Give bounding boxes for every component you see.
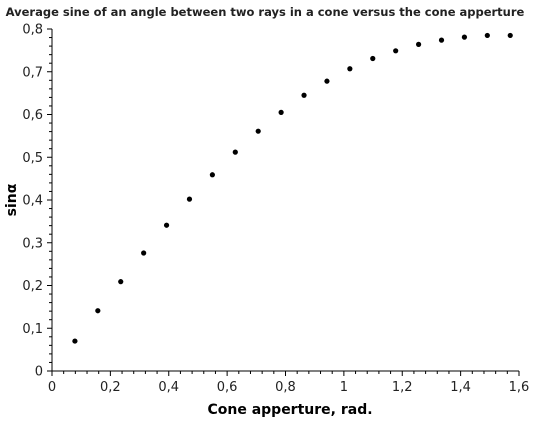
data-point	[438, 37, 445, 43]
y-axis-label: sinα	[4, 183, 20, 216]
data-point	[461, 34, 468, 40]
y-tick-label: 0,4	[22, 194, 43, 209]
y-tick-label: 0,6	[22, 108, 43, 123]
x-axis-label: Cone apperture, rad.	[207, 402, 372, 418]
x-tick-label: 1,2	[392, 380, 413, 395]
x-tick-label: 1,6	[509, 380, 530, 395]
data-point	[507, 32, 513, 39]
data-point	[209, 172, 215, 178]
x-tick-label: 0,2	[100, 380, 121, 395]
data-point	[278, 109, 284, 115]
y-tick-label: 0,2	[22, 279, 43, 294]
y-tick-label: 0,3	[22, 236, 43, 251]
axes: 0 0,2 0,4 0,6 0,8 1 1,2 1,4 1,6 0 0,1 0,2 0,3 0,4 0,5 0…	[22, 23, 529, 396]
data-point	[95, 308, 101, 314]
y-tick-label: 0,7	[22, 65, 43, 80]
x-tick-label: 0,6	[217, 380, 238, 395]
x-tick-label: 0	[48, 380, 56, 395]
data-point	[141, 250, 147, 256]
data-points	[72, 32, 513, 344]
data-point	[484, 32, 490, 39]
data-point	[347, 66, 353, 72]
data-point	[118, 279, 124, 285]
data-point	[370, 55, 376, 62]
data-point	[324, 78, 330, 84]
y-tick-label: 0,8	[22, 23, 43, 38]
y-tick-label: 0,1	[22, 322, 43, 337]
x-tick-label: 1	[340, 380, 348, 395]
y-tick-label: 0,5	[22, 151, 43, 166]
chart-title: Average sine of an angle between two ray…	[6, 5, 525, 19]
data-point	[415, 41, 422, 47]
x-tick-label: 1,4	[450, 380, 471, 395]
y-tick-label: 0	[35, 365, 43, 380]
data-point	[255, 128, 261, 134]
data-point	[232, 149, 238, 155]
data-point	[163, 222, 170, 228]
data-point	[393, 48, 399, 54]
data-point	[186, 196, 193, 202]
data-point	[301, 92, 307, 98]
data-point	[72, 338, 78, 344]
x-tick-label: 0,4	[158, 380, 179, 395]
x-tick-label: 0,8	[275, 380, 296, 395]
